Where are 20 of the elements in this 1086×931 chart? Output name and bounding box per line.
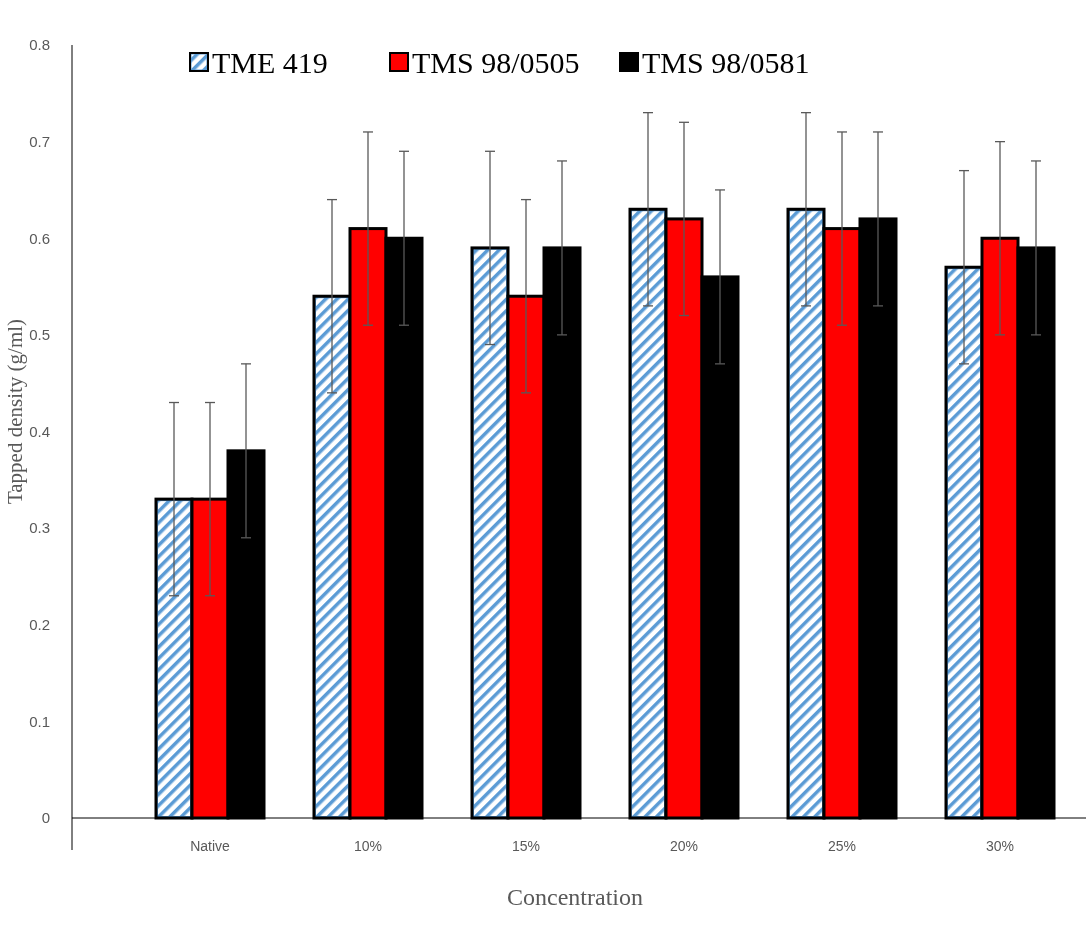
y-tick-label: 0	[41, 809, 50, 827]
y-tick-label: 0.3	[29, 519, 50, 537]
x-tick-label: 15%	[511, 838, 541, 854]
y-axis-title: Tapped density (g/ml)	[3, 318, 27, 505]
x-axis-title: Concentration	[507, 884, 643, 910]
y-tick-label: 0.1	[29, 712, 50, 730]
y-tick-label: 0.8	[29, 36, 50, 54]
legend-label: TMS 98/0581	[642, 45, 810, 79]
x-tick-label: 25%	[827, 838, 857, 854]
y-tick-label: 0.2	[29, 616, 50, 633]
x-tick-label: 10%	[353, 838, 383, 854]
legend-label: TME 419	[212, 45, 328, 79]
y-tick-label: 0.5	[29, 326, 50, 344]
y-tick-label: 0.7	[29, 132, 50, 150]
x-tick-label: 20%	[669, 838, 699, 854]
x-tick-label: Native	[190, 838, 231, 854]
legend-label: TMS 98/0505	[412, 45, 580, 79]
y-tick-label: 0.6	[29, 229, 50, 247]
y-tick-label: 0.4	[29, 422, 50, 440]
x-tick-label: 30%	[985, 838, 1015, 854]
